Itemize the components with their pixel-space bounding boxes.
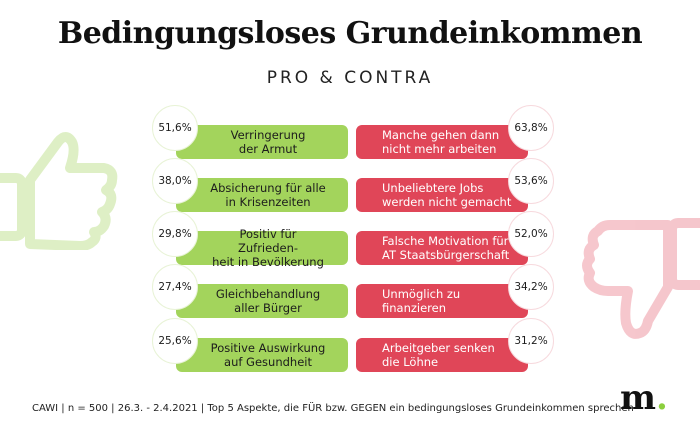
pro-bar: Absicherung für alle in Krisenzeiten: [176, 178, 348, 212]
contra-bar: Falsche Motivation für AT Staatsbürgersc…: [356, 231, 528, 265]
contra-value-label: 52,0%: [508, 211, 554, 257]
contra-row: Arbeitgeber senken die Löhne 31,2%: [0, 318, 700, 372]
chart-subtitle: PRO & CONTRA: [266, 68, 434, 88]
contra-row: Unbeliebtere Jobs werden nicht gemacht 5…: [0, 158, 700, 212]
pro-label: Verringerung der Armut: [230, 128, 306, 156]
logo-letter: m: [620, 378, 656, 418]
contra-bar: Unbeliebtere Jobs werden nicht gemacht: [356, 178, 528, 212]
contra-label: Manche gehen dann nicht mehr arbeiten: [382, 128, 500, 156]
pro-value-label: 25,6%: [152, 318, 198, 364]
pro-value-label: 51,6%: [152, 105, 198, 151]
footer-note: CAWI | n = 500 | 26.3. - 2.4.2021 | Top …: [32, 403, 634, 414]
contra-label: Unmöglich zu finanzieren: [382, 287, 461, 315]
contra-value-label: 53,6%: [508, 158, 554, 204]
brand-logo: m.: [620, 378, 668, 418]
contra-bar: Manche gehen dann nicht mehr arbeiten: [356, 125, 528, 159]
pro-bar: Positive Auswirkung auf Gesundheit: [176, 338, 348, 372]
logo-dot: .: [655, 378, 668, 418]
contra-value-label: 34,2%: [508, 264, 554, 310]
pro-row: Absicherung für alle in Krisenzeiten 38,…: [0, 158, 700, 212]
pro-bar: Verringerung der Armut: [176, 125, 348, 159]
contra-value-label: 31,2%: [508, 318, 554, 364]
pro-row: Positiv für Zufrieden- heit in Bevölkeru…: [0, 211, 700, 269]
contra-row: Manche gehen dann nicht mehr arbeiten 63…: [0, 105, 700, 159]
contra-label: Falsche Motivation für AT Staatsbürgersc…: [382, 234, 510, 262]
pro-label: Positiv für Zufrieden- heit in Bevölkeru…: [212, 227, 324, 269]
pro-label: Absicherung für alle in Krisenzeiten: [210, 181, 326, 209]
contra-bar: Arbeitgeber senken die Löhne: [356, 338, 528, 372]
pro-label: Positive Auswirkung auf Gesundheit: [210, 341, 326, 369]
pro-bar: Gleichbehandlung aller Bürger: [176, 284, 348, 318]
contra-value-label: 63,8%: [508, 105, 554, 151]
pro-row: Positive Auswirkung auf Gesundheit 25,6%: [0, 318, 700, 372]
pro-bar: Positiv für Zufrieden- heit in Bevölkeru…: [176, 227, 348, 269]
contra-row: Unmöglich zu finanzieren 34,2%: [0, 264, 700, 318]
pro-value-label: 27,4%: [152, 264, 198, 310]
pro-row: Gleichbehandlung aller Bürger 27,4%: [0, 264, 700, 318]
pro-row: Verringerung der Armut 51,6%: [0, 105, 700, 159]
contra-bar: Unmöglich zu finanzieren: [356, 284, 528, 318]
pro-label: Gleichbehandlung aller Bürger: [215, 287, 321, 315]
contra-row: Falsche Motivation für AT Staatsbürgersc…: [0, 211, 700, 265]
pro-value-label: 38,0%: [152, 158, 198, 204]
contra-label: Unbeliebtere Jobs werden nicht gemacht: [382, 181, 512, 209]
contra-label: Arbeitgeber senken die Löhne: [382, 341, 495, 369]
pro-value-label: 29,8%: [152, 211, 198, 257]
thumbs-down-icon: [582, 218, 700, 339]
thumbs-up-icon: [0, 132, 118, 250]
chart-title: Bedingungsloses Grundeinkommen: [57, 16, 643, 51]
